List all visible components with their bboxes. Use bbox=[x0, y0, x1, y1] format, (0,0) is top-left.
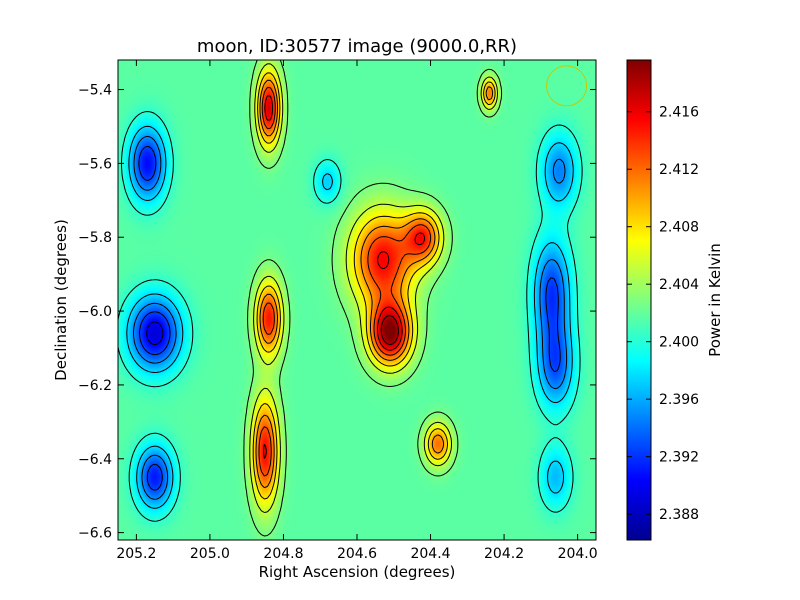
y-tick-label: −5.4 bbox=[78, 83, 112, 99]
colorbar-tick-label: 2.416 bbox=[659, 105, 699, 121]
contour-line bbox=[126, 125, 574, 509]
contour-line bbox=[138, 145, 561, 491]
x-tick-label: 204.4 bbox=[410, 546, 450, 562]
x-tick-label: 205.2 bbox=[116, 546, 156, 562]
colorbar-label: Power in Kelvin bbox=[706, 243, 724, 357]
contour-line bbox=[258, 87, 432, 477]
colorbar-tick-label: 2.408 bbox=[659, 220, 699, 236]
contour-lines bbox=[118, 60, 583, 537]
x-tick-label: 204.6 bbox=[337, 546, 377, 562]
contour-line bbox=[146, 321, 164, 346]
x-axis: 205.2 205.0 204.8 204.6 204.4 204.2 204.0 bbox=[116, 60, 598, 562]
beam-marker bbox=[546, 65, 588, 107]
heatmap-area bbox=[118, 60, 596, 540]
y-tick-label: −6.2 bbox=[78, 378, 112, 394]
colorbar-tick-label: 2.412 bbox=[659, 162, 699, 178]
colorbar: 2.388 2.392 2.396 2.400 2.404 2.408 2.412 2.416… bbox=[626, 59, 724, 541]
contour-line bbox=[263, 95, 425, 459]
contour-line bbox=[380, 315, 399, 346]
contour-line bbox=[118, 111, 583, 522]
x-tick-label: 205.0 bbox=[190, 546, 230, 562]
colorbar-gradient bbox=[626, 59, 652, 541]
contour-line bbox=[243, 60, 503, 537]
x-axis-label: Right Ascension (degrees) bbox=[259, 563, 456, 581]
y-tick-label: −6.0 bbox=[78, 304, 112, 320]
y-axis: −5.4 −5.6 −5.8 −6.0 −6.2 −6.4 −6.6 bbox=[78, 83, 596, 542]
contour-line bbox=[255, 79, 494, 489]
colorbar-tick-label: 2.400 bbox=[659, 335, 699, 351]
colorbar-tick-label: 2.404 bbox=[659, 277, 699, 293]
heatmap-image bbox=[118, 60, 596, 540]
y-tick-label: −5.6 bbox=[78, 156, 112, 172]
contour-line bbox=[252, 72, 496, 500]
colorbar-tick-label: 2.396 bbox=[659, 392, 699, 408]
x-tick-label: 204.8 bbox=[263, 546, 303, 562]
x-tick-label: 204.0 bbox=[558, 546, 598, 562]
contour-line bbox=[249, 63, 498, 513]
y-tick-label: −5.8 bbox=[78, 230, 112, 246]
colorbar-tick-label: 2.388 bbox=[659, 507, 699, 523]
y-tick-label: −6.6 bbox=[78, 526, 112, 542]
chart-title: moon, ID:30577 image (9000.0,RR) bbox=[197, 36, 517, 57]
y-tick-label: −6.4 bbox=[78, 452, 112, 468]
colorbar-tick-label: 2.392 bbox=[659, 450, 699, 466]
y-axis-label: Declination (degrees) bbox=[52, 219, 70, 381]
contour-line bbox=[133, 135, 568, 500]
colorbar-ticks: 2.388 2.392 2.396 2.400 2.404 2.408 2.412 2.416 bbox=[627, 105, 699, 523]
x-tick-label: 204.2 bbox=[484, 546, 524, 562]
